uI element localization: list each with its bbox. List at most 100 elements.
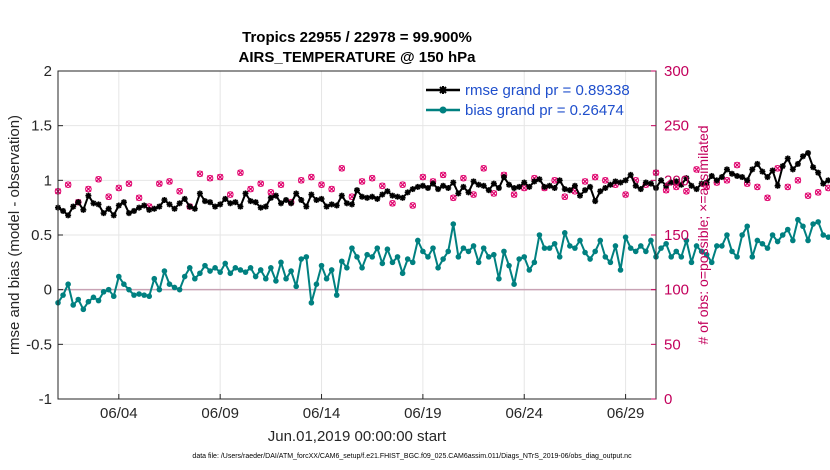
obs-assimilated-stroke	[136, 194, 143, 201]
rmse-point	[490, 180, 497, 187]
bias-point	[825, 234, 830, 240]
bias-point	[465, 248, 472, 255]
rmse-point-stroke	[268, 195, 274, 201]
bias-point	[116, 273, 122, 280]
rmse-point-stroke	[328, 201, 335, 208]
bias-point	[729, 248, 735, 255]
obs-assimilated-marker	[136, 194, 143, 201]
bias-point	[70, 302, 77, 308]
rmse-point-stroke	[80, 207, 87, 213]
rmse-point-stroke	[744, 177, 750, 184]
obs-assimilated-marker	[723, 177, 730, 184]
rmse-point-stroke	[161, 197, 168, 203]
rmse-point	[105, 205, 112, 212]
rmse-point-stroke	[181, 196, 188, 202]
obs-possible-marker	[105, 193, 112, 201]
rmse-point-stroke	[739, 174, 745, 180]
obs-possible-marker	[135, 194, 143, 202]
obs-assimilated-stroke	[602, 177, 609, 184]
bias-point	[313, 281, 320, 288]
rmse-point	[359, 193, 366, 200]
obs-assimilated-marker	[784, 183, 791, 190]
rmse-point	[516, 183, 523, 190]
bias-point	[425, 254, 431, 260]
obs-possible-marker	[460, 174, 467, 182]
bias-point	[698, 248, 705, 255]
obs-assimilated-stroke	[399, 181, 406, 188]
obs-assimilated-marker	[318, 181, 325, 188]
bias-point	[420, 248, 426, 255]
obs-possible-marker	[602, 177, 609, 184]
rmse-point	[80, 206, 87, 213]
legend-rmse-label: rmse grand pr = 0.89338	[465, 82, 630, 99]
obs-assimilated-stroke	[156, 180, 163, 187]
obs-assimilated-stroke	[592, 174, 599, 181]
rmse-point	[120, 199, 127, 206]
right-y-axis-ticks: 0 50 100 150 200 250 300	[651, 63, 689, 408]
obs-assimilated-marker	[85, 186, 92, 193]
chart-subtitle: AIRS_TEMPERATURE @ 150 hPa	[239, 49, 477, 66]
obs-assimilated-stroke	[237, 169, 244, 176]
rmse-point	[475, 181, 482, 188]
rmse-point	[723, 166, 730, 173]
obs-assimilated-marker	[389, 200, 396, 207]
rmse-line	[57, 152, 830, 217]
bias-point	[212, 265, 218, 271]
obs-possible-marker	[237, 169, 244, 176]
obs-assimilated-stroke	[318, 181, 325, 188]
bias-point	[627, 245, 634, 251]
rmse-point-stroke	[516, 184, 522, 190]
rmse-point	[500, 174, 507, 181]
obs-assimilated-marker	[298, 177, 305, 184]
bias-point	[754, 237, 761, 244]
bias-point	[90, 294, 97, 301]
rmse-point	[65, 212, 72, 219]
rmse-point	[313, 197, 320, 204]
rmse-point-stroke	[354, 187, 360, 193]
obs-assimilated-stroke	[784, 183, 791, 190]
bias-point	[75, 296, 82, 303]
obs-possible-marker	[581, 178, 589, 185]
obs-assimilated-stroke	[764, 194, 771, 201]
rmse-point	[186, 203, 193, 210]
rmse-point	[698, 180, 705, 187]
rmse-point-stroke	[146, 207, 152, 213]
obs-assimilated-stroke	[825, 185, 830, 192]
rmse-point	[156, 203, 163, 210]
rmse-point	[637, 186, 644, 193]
bias-point	[389, 259, 396, 266]
rmse-point	[789, 166, 796, 173]
obs-assimilated-marker	[602, 177, 609, 184]
obs-possible-marker	[125, 180, 133, 187]
rmse-point-stroke	[222, 196, 229, 202]
rmse-point	[212, 203, 219, 210]
rmse-point	[683, 175, 690, 182]
obs-assimilated-stroke	[419, 174, 426, 181]
rmse-point-stroke	[126, 210, 132, 216]
obs-assimilated-marker	[622, 191, 629, 198]
rmse-point-stroke	[415, 184, 421, 190]
obs-possible-marker	[470, 191, 477, 198]
legend-bias-label: bias grand pr = 0.26474	[465, 102, 624, 119]
rmse-point-stroke	[714, 177, 720, 184]
bias-point	[379, 260, 386, 267]
rmse-point	[181, 195, 188, 202]
rmse-point	[820, 180, 827, 187]
obs-assimilated-stroke	[754, 183, 761, 190]
obs-possible-marker	[389, 199, 396, 207]
obs-possible-marker	[449, 194, 457, 202]
obs-assimilated-marker	[734, 162, 741, 169]
obs-assimilated-marker	[582, 178, 589, 185]
rmse-point-stroke	[404, 189, 411, 196]
rmse-point-stroke	[420, 183, 426, 189]
bias-point	[749, 254, 756, 260]
bias-point	[217, 269, 223, 275]
obs-assimilated-stroke	[561, 193, 568, 200]
rmse-point-stroke	[303, 203, 310, 210]
rmse-point	[419, 182, 426, 189]
rmse-point	[354, 187, 360, 194]
bias-point	[551, 240, 558, 247]
rmse-point	[257, 204, 264, 211]
x-axis-label: Jun.01,2019 00:00:00 start	[268, 428, 447, 445]
